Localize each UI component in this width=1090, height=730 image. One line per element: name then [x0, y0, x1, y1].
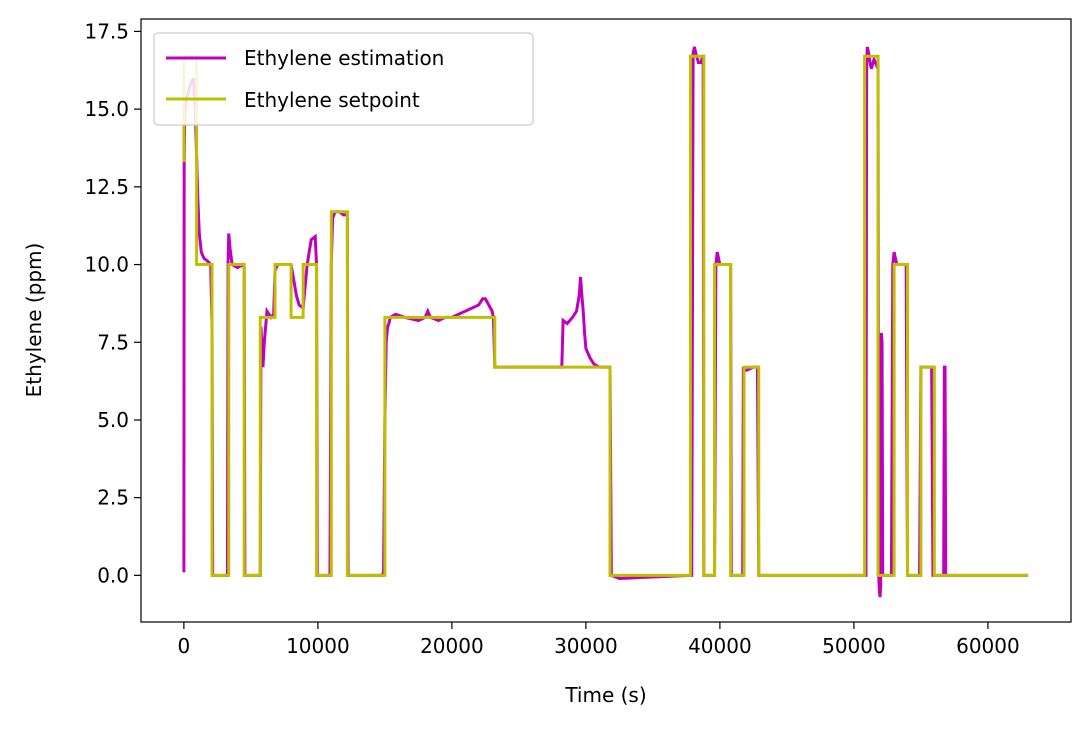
legend-box [153, 32, 534, 126]
x-tick-label: 40000 [688, 634, 752, 658]
y-tick-label: 15.0 [84, 97, 129, 121]
x-tick-label: 0 [178, 634, 191, 658]
y-tick-label: 12.5 [84, 175, 129, 199]
x-tick-label: 20000 [420, 634, 484, 658]
series-layer [182, 46, 1029, 598]
x-tick-label: 10000 [286, 634, 350, 658]
y-tick-label: 5.0 [97, 408, 129, 432]
x-axis-label: Time (s) [564, 683, 646, 707]
x-axis: 0 10000 20000 30000 40000 50000 60000 [178, 622, 1020, 658]
series-line-setpoint [182, 54, 1029, 577]
y-axis-label: Ethylene (ppm) [22, 243, 46, 398]
y-axis: 0.0 2.5 5.0 7.5 10.0 12.5 15.0 17.5 [84, 19, 141, 587]
y-tick-label: 17.5 [84, 19, 129, 43]
legend: Ethylene estimation Ethylene setpoint [153, 32, 534, 126]
plot-area-frame [140, 18, 1072, 623]
x-tick-label: 50000 [822, 634, 886, 658]
y-tick-label: 7.5 [97, 330, 129, 354]
y-tick-label: 10.0 [84, 253, 129, 277]
x-tick-label: 30000 [554, 634, 618, 658]
x-tick-label: 60000 [956, 634, 1020, 658]
legend-label-setpoint: Ethylene setpoint [244, 88, 420, 112]
y-tick-label: 0.0 [97, 563, 129, 587]
legend-label-estimation: Ethylene estimation [244, 46, 444, 70]
y-tick-label: 2.5 [97, 486, 129, 510]
